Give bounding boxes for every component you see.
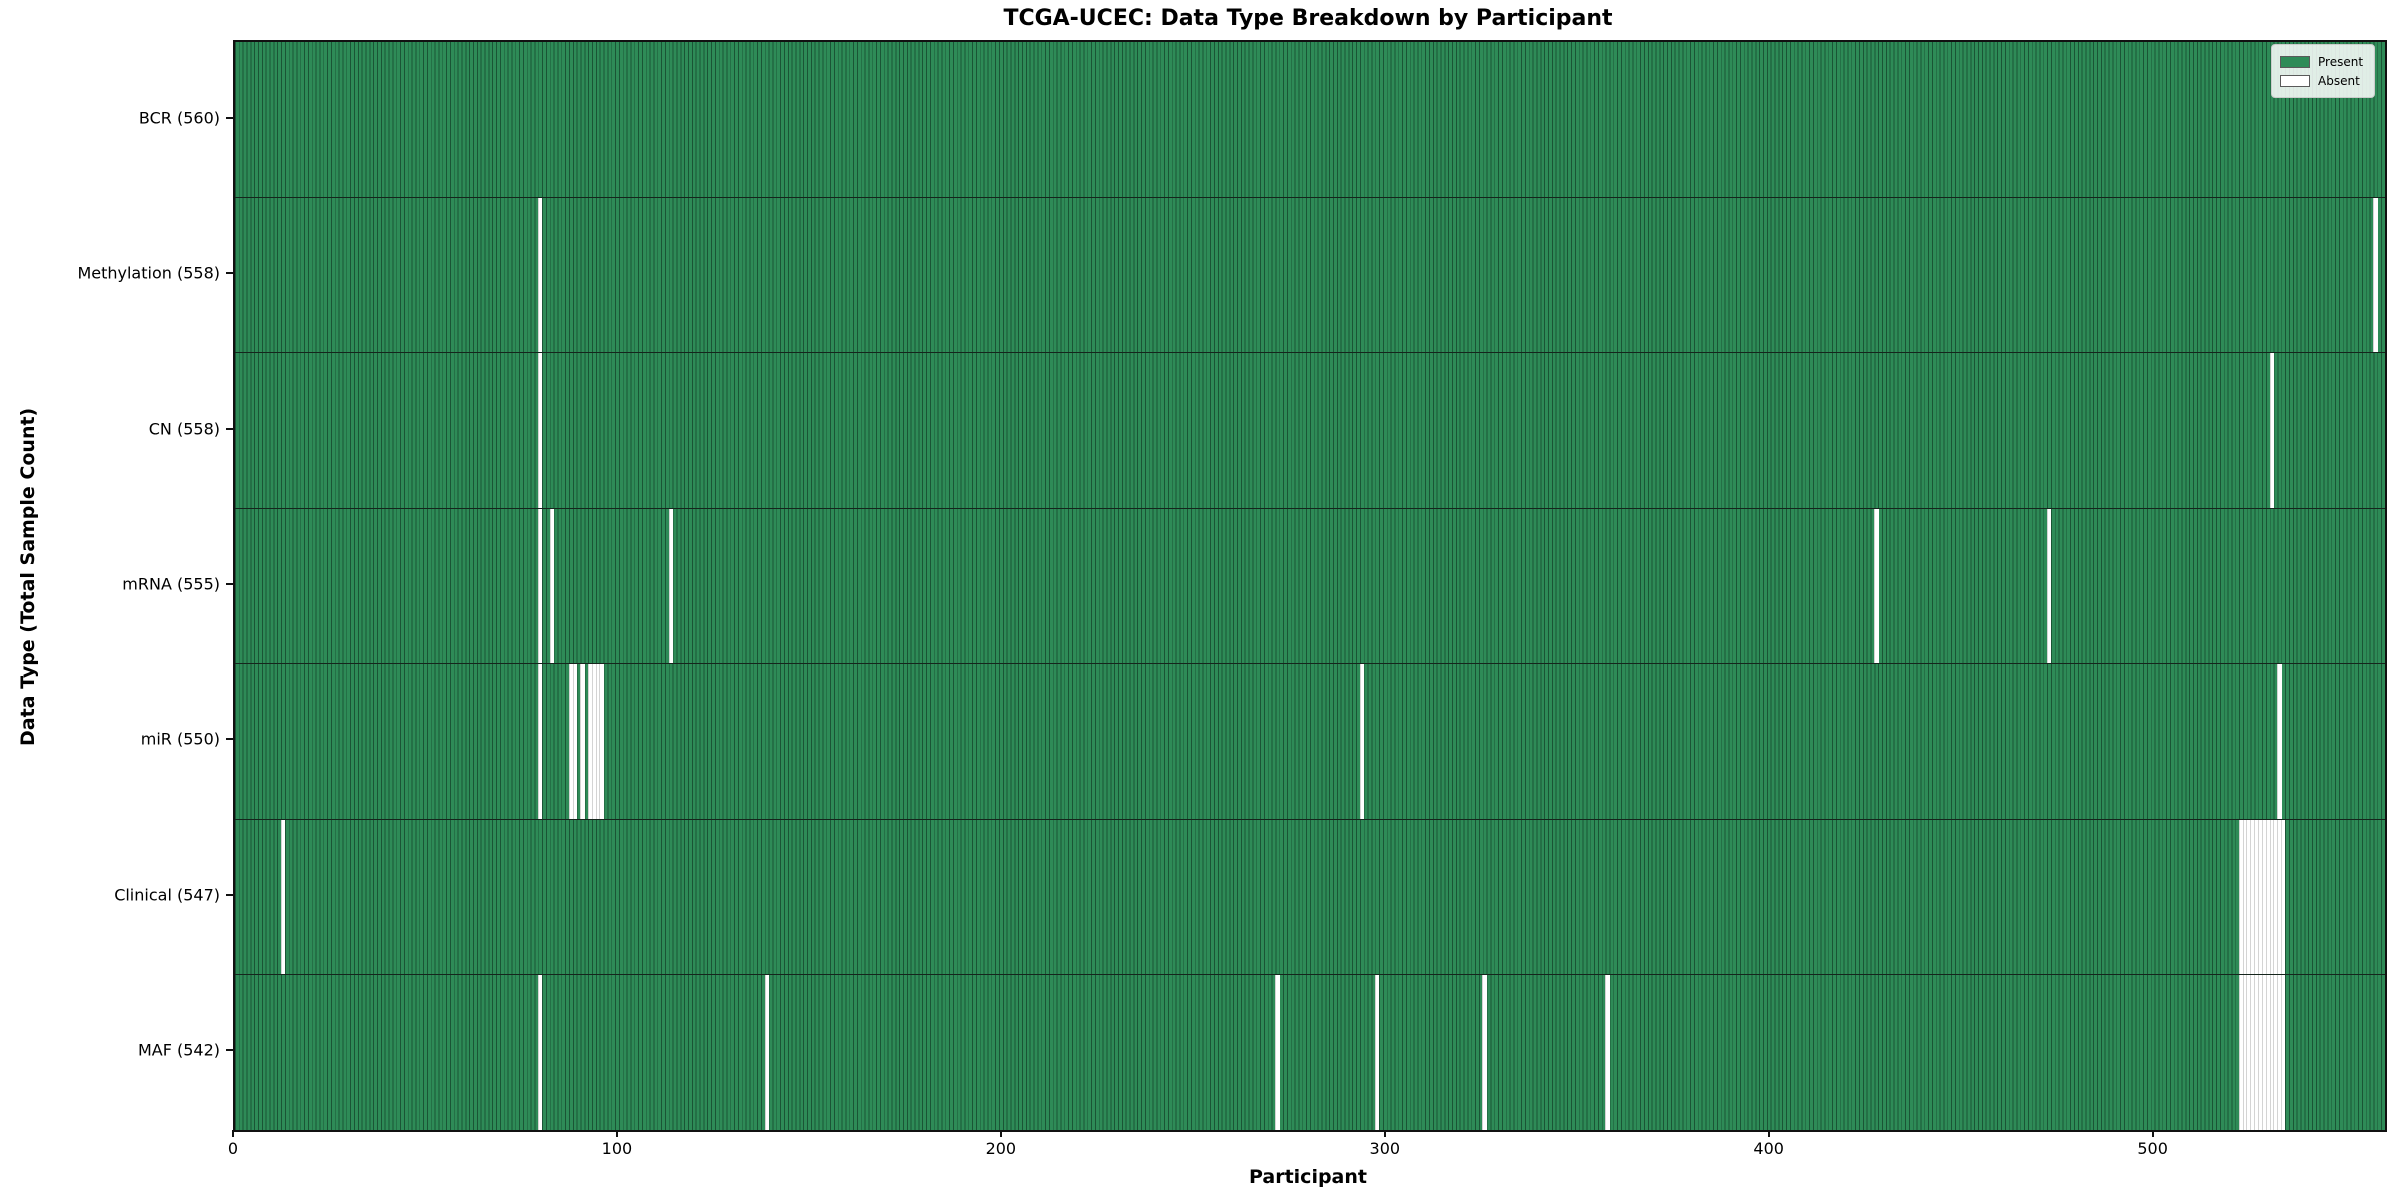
- absent-mark: [587, 664, 593, 819]
- x-tick: [2151, 1130, 2154, 1137]
- y-axis-label: Data Type (Total Sample Count): [17, 407, 39, 746]
- y-tick-label: MAF (542): [137, 1040, 220, 1060]
- present-swatch-icon: [2280, 55, 2310, 68]
- legend-item-present: Present: [2280, 52, 2366, 71]
- absent-mark: [599, 664, 604, 819]
- absent-mark: [580, 664, 585, 819]
- row-clinical: [235, 818, 2385, 975]
- legend-label-absent: Absent: [2318, 73, 2360, 88]
- absent-mark: [1374, 975, 1380, 1131]
- absent-mark: [2254, 975, 2259, 1131]
- absent-mark: [538, 197, 543, 353]
- absent-mark: [2269, 975, 2274, 1131]
- absent-mark: [2269, 819, 2274, 975]
- absent-mark: [538, 975, 543, 1131]
- absent-mark: [568, 664, 574, 819]
- absent-mark: [2273, 975, 2278, 1131]
- y-tick: [226, 583, 233, 585]
- absent-mark: [2373, 197, 2378, 353]
- x-tick-label: 500: [2137, 1139, 2168, 1158]
- x-tick: [1383, 1130, 1386, 1137]
- y-tick: [226, 272, 233, 275]
- absent-mark: [668, 508, 673, 664]
- row-mir: [235, 663, 2385, 819]
- absent-mark: [2281, 975, 2286, 1131]
- x-tick: [615, 1130, 618, 1137]
- y-tick-label: CN (558): [148, 419, 220, 439]
- absent-mark: [2265, 975, 2271, 1131]
- x-tick-label: 400: [1753, 1139, 1784, 1158]
- absent-mark: [2273, 819, 2278, 975]
- row-cn: [235, 352, 2385, 508]
- absent-mark: [2246, 819, 2251, 975]
- absent-mark: [2254, 819, 2259, 975]
- absent-swatch-icon: [2280, 74, 2310, 87]
- y-tick: [226, 427, 233, 430]
- y-tick-label: BCR (560): [138, 108, 220, 128]
- absent-mark: [549, 508, 554, 664]
- x-tick-label: 300: [1369, 1139, 1401, 1158]
- absent-mark: [1359, 664, 1365, 819]
- x-tick: [1767, 1130, 1770, 1137]
- plot-area: [233, 40, 2387, 1132]
- y-tick-label: Methylation (558): [77, 263, 220, 283]
- absent-mark: [591, 664, 597, 819]
- row-mrna: [235, 507, 2385, 664]
- row-bcr: [235, 42, 2385, 197]
- y-tick-label: miR (550): [140, 729, 220, 749]
- absent-mark: [2269, 353, 2274, 508]
- absent-mark: [2277, 664, 2282, 819]
- y-tick: [226, 116, 233, 119]
- absent-mark: [1482, 975, 1487, 1131]
- absent-mark: [538, 664, 543, 819]
- absent-mark: [764, 975, 769, 1131]
- absent-mark: [572, 664, 577, 819]
- absent-mark: [2261, 975, 2267, 1131]
- absent-mark: [2258, 975, 2263, 1131]
- absent-mark: [2265, 819, 2271, 975]
- absent-mark: [2242, 975, 2248, 1131]
- y-tick-label: Clinical (547): [114, 885, 220, 905]
- row-maf: [235, 974, 2385, 1131]
- x-tick-label: 100: [601, 1139, 633, 1158]
- absent-mark: [1605, 975, 1610, 1131]
- absent-mark: [1874, 508, 1879, 664]
- y-tick: [226, 1049, 233, 1052]
- absent-mark: [2242, 819, 2248, 975]
- y-tick-label: mRNA (555): [122, 574, 220, 594]
- absent-mark: [2250, 975, 2255, 1131]
- absent-mark: [2277, 819, 2282, 975]
- chart-title: TCGA-UCEC: Data Type Breakdown by Partic…: [1003, 6, 1613, 31]
- legend-item-absent: Absent: [2280, 71, 2366, 90]
- y-tick: [226, 893, 233, 896]
- x-tick-label: 200: [985, 1139, 1017, 1158]
- absent-mark: [2281, 819, 2286, 975]
- absent-mark: [2238, 975, 2244, 1131]
- absent-mark: [1275, 975, 1280, 1131]
- x-tick: [999, 1130, 1002, 1137]
- x-tick-label: 0: [227, 1139, 239, 1158]
- absent-mark: [2238, 819, 2244, 975]
- absent-mark: [2046, 508, 2052, 664]
- absent-mark: [595, 664, 601, 819]
- absent-mark: [2246, 975, 2251, 1131]
- absent-mark: [2258, 819, 2263, 975]
- legend: Present Absent: [2271, 44, 2375, 98]
- row-methylation: [235, 196, 2385, 353]
- x-tick: [232, 1130, 234, 1137]
- absent-mark: [538, 508, 543, 664]
- legend-label-present: Present: [2318, 54, 2364, 69]
- absent-mark: [280, 819, 286, 975]
- absent-mark: [538, 353, 543, 508]
- absent-mark: [2261, 819, 2267, 975]
- absent-mark: [2277, 975, 2282, 1131]
- absent-mark: [2250, 819, 2255, 975]
- x-axis-label: Participant: [1248, 1166, 1367, 1188]
- y-tick: [226, 738, 233, 741]
